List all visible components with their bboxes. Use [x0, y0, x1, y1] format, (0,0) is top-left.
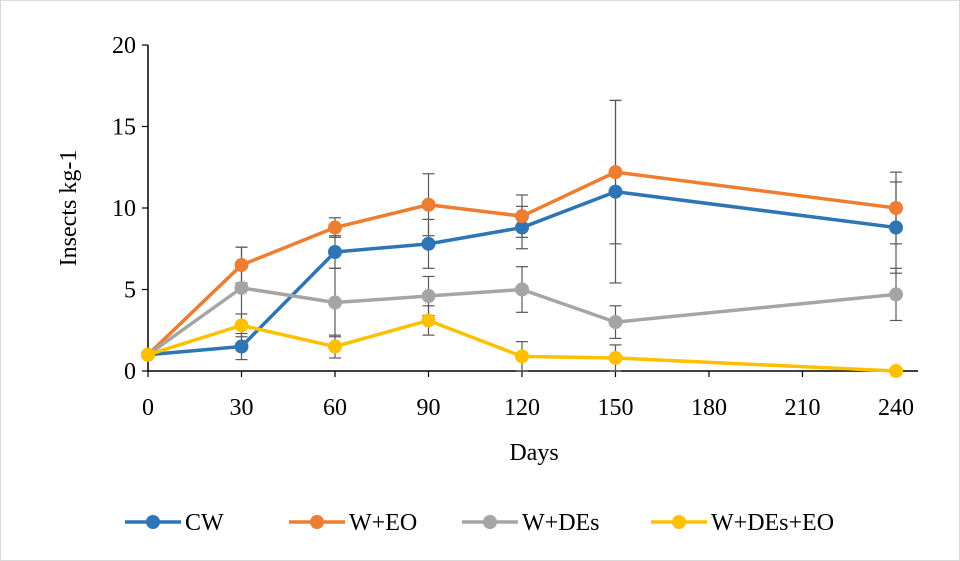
data-point-w-des-eo	[608, 350, 623, 365]
data-point-w-des	[515, 282, 529, 297]
data-point-cw	[421, 236, 436, 251]
x-tick-label: 150	[598, 395, 634, 421]
y-axis-title: Insects kg-1	[56, 150, 82, 267]
legend-label-cw: CW	[185, 510, 224, 536]
data-point-w-eo	[421, 197, 436, 212]
y-tick-label: 20	[112, 33, 136, 59]
data-point-w-eo	[608, 165, 623, 180]
data-point-w-des	[234, 280, 249, 295]
data-point-w-des-eo	[421, 313, 436, 328]
data-point-w-des-eo	[234, 318, 249, 333]
data-point-w-des	[328, 295, 342, 310]
data-point-w-eo	[515, 209, 529, 224]
error-bars	[235, 99, 902, 372]
axes	[142, 44, 918, 377]
x-tick-label: 120	[504, 395, 540, 421]
x-tick-label: 210	[785, 395, 821, 421]
data-point-w-des-eo	[889, 364, 903, 378]
y-tick-label: 15	[112, 115, 136, 141]
x-tick-label: 0	[142, 395, 154, 421]
data-point-w-des-eo	[328, 339, 342, 354]
y-tick-label: 5	[124, 278, 136, 304]
y-tick-label: 10	[112, 196, 136, 222]
legend-marker-cw	[146, 515, 160, 529]
series-lines	[141, 165, 903, 378]
x-tick-label: 180	[691, 395, 727, 421]
data-point-w-eo	[328, 220, 342, 235]
x-axis-title: Days	[509, 440, 558, 466]
data-point-w-des	[421, 289, 436, 304]
data-point-w-des	[608, 315, 623, 330]
legend: CW W+EO W+DEs W+DEs+EO	[125, 510, 834, 536]
y-tick-label: 0	[124, 359, 136, 385]
legend-marker-w-eo	[310, 515, 324, 529]
legend-label-w-des: W+DEs	[522, 510, 600, 536]
data-point-w-des-eo	[515, 349, 529, 364]
data-point-cw	[234, 339, 249, 354]
x-tick-label: 90	[417, 395, 441, 421]
data-point-cw	[515, 220, 529, 235]
x-tick-label: 60	[323, 395, 347, 421]
legend-marker-w-des-eo	[672, 515, 686, 529]
data-point-cw	[328, 245, 342, 260]
data-point-w-des-eo	[141, 347, 155, 362]
data-point-cw	[889, 220, 903, 235]
data-point-w-eo	[889, 201, 903, 215]
data-point-w-eo	[234, 258, 249, 273]
legend-label-w-des-eo: W+DEs+EO	[711, 510, 834, 536]
x-tick-label: 30	[230, 395, 254, 421]
data-point-w-des	[889, 287, 903, 302]
tick-labels: 0 5 10 15 20 0 30 60 90 120 150 180 210 240	[112, 33, 914, 421]
legend-marker-w-des	[483, 515, 497, 529]
x-tick-label: 240	[878, 395, 914, 421]
data-point-cw	[608, 184, 623, 199]
legend-label-w-eo: W+EO	[349, 510, 417, 536]
